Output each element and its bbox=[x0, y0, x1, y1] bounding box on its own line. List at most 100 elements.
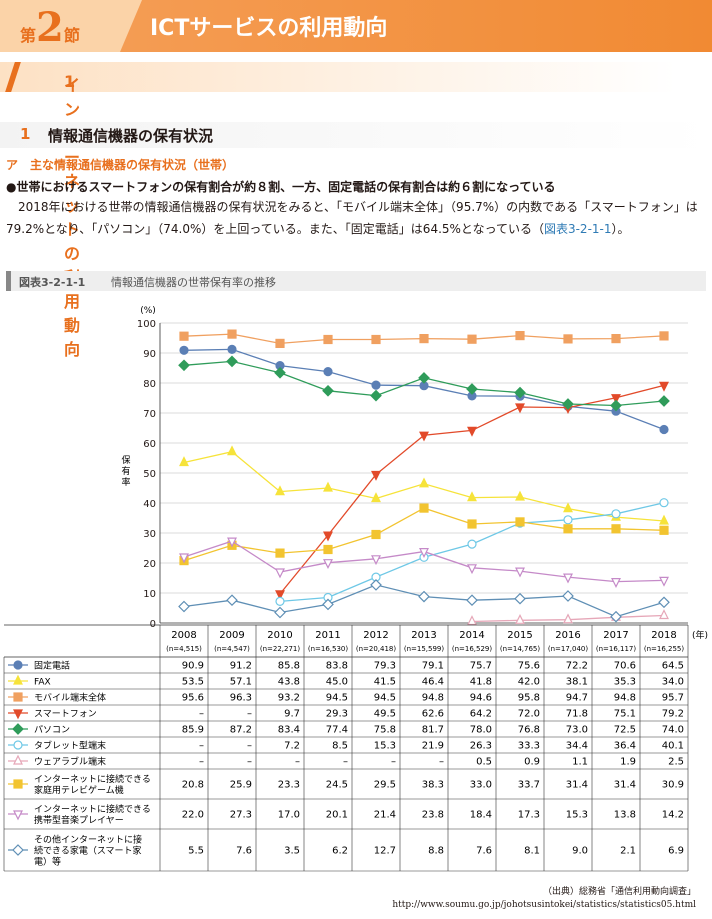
sample-size-label: (n=4,515) bbox=[166, 645, 202, 653]
data-point bbox=[466, 594, 478, 607]
data-label: 29.5 bbox=[374, 780, 396, 791]
data-point bbox=[610, 399, 622, 412]
data-point bbox=[227, 445, 237, 456]
data-label: 85.8 bbox=[278, 661, 300, 672]
heading-title: 情報通信機器の保有状況 bbox=[48, 127, 214, 145]
body-paragraph: 2018年における世帯の情報通信機器の保有状況をみると、「モバイル端末全体」（9… bbox=[6, 200, 698, 236]
data-point bbox=[515, 567, 525, 578]
data-point bbox=[563, 334, 573, 344]
data-label: 94.7 bbox=[566, 693, 588, 704]
data-point bbox=[323, 481, 333, 492]
x-tick-label: 2014 bbox=[459, 630, 484, 641]
legend-label: 携帯型音楽プレイヤー bbox=[34, 814, 124, 826]
legend-marker bbox=[13, 754, 23, 765]
data-point bbox=[467, 539, 477, 549]
data-label: 74.0 bbox=[662, 725, 684, 736]
data-label: 64.5 bbox=[662, 661, 684, 672]
data-point bbox=[515, 330, 525, 341]
data-label: 94.8 bbox=[422, 693, 444, 704]
data-label: – bbox=[391, 757, 396, 768]
data-label: – bbox=[439, 757, 444, 768]
data-label: 33.3 bbox=[518, 741, 540, 752]
data-label: 75.6 bbox=[518, 661, 540, 672]
data-point bbox=[659, 525, 669, 535]
data-label: 46.4 bbox=[422, 677, 444, 688]
data-label: 31.4 bbox=[566, 780, 588, 791]
legend-label: その他インターネットに接 bbox=[34, 834, 142, 846]
data-point bbox=[275, 590, 285, 601]
data-point bbox=[370, 389, 382, 402]
data-point bbox=[419, 477, 429, 488]
data-label: 31.4 bbox=[614, 780, 636, 791]
data-label: 72.2 bbox=[566, 661, 588, 672]
data-point bbox=[467, 615, 477, 626]
data-point bbox=[562, 590, 574, 602]
data-label: 70.6 bbox=[614, 661, 636, 672]
sample-size-label: (n=16,255) bbox=[644, 645, 685, 653]
data-label: 12.7 bbox=[374, 846, 396, 857]
legend-label: 固定電話 bbox=[34, 660, 70, 672]
legend-marker bbox=[12, 844, 24, 856]
data-label: 93.2 bbox=[278, 693, 300, 704]
data-label: 34.4 bbox=[566, 741, 588, 752]
x-tick-label: 2008 bbox=[171, 630, 196, 641]
y-tick-label: 100 bbox=[137, 319, 156, 330]
section-header-band: 第2節 ICTサービスの利用動向 bbox=[0, 0, 712, 52]
sample-size-label: (n=4,547) bbox=[214, 645, 250, 653]
data-point bbox=[610, 610, 622, 623]
data-label: 78.0 bbox=[470, 725, 492, 736]
data-label: 79.3 bbox=[374, 661, 396, 672]
data-point bbox=[178, 600, 190, 613]
legend-label: 家庭用テレビゲーム機 bbox=[34, 784, 124, 796]
data-label: 95.7 bbox=[662, 693, 684, 704]
data-label: 6.2 bbox=[332, 846, 348, 857]
data-label: 77.4 bbox=[326, 725, 348, 736]
figure-caption: 情報通信機器の世帯保有率の推移 bbox=[111, 276, 276, 289]
data-label: 79.2 bbox=[662, 709, 684, 720]
x-tick-label: 2017 bbox=[603, 630, 628, 641]
data-point bbox=[658, 395, 670, 407]
data-point bbox=[179, 345, 189, 355]
legend-label: 続できる家電（スマート家 bbox=[34, 845, 142, 857]
data-label: 91.2 bbox=[230, 661, 252, 672]
data-label: 7.6 bbox=[236, 846, 252, 857]
data-label: 43.8 bbox=[278, 677, 300, 688]
figure-reference-link[interactable]: 図表3-2-1-1 bbox=[543, 222, 612, 236]
section-number: 第2節 bbox=[20, 4, 80, 51]
data-point bbox=[562, 398, 574, 410]
y-tick-label: 10 bbox=[143, 589, 156, 600]
figure-caption-bar: 図表3-2-1-1 情報通信機器の世帯保有率の推移 bbox=[6, 271, 706, 291]
x-tick-label: 2013 bbox=[411, 630, 436, 641]
source-url[interactable]: http://www.soumu.go.jp/johotsusintokei/s… bbox=[392, 900, 696, 910]
data-label: 94.5 bbox=[326, 693, 348, 704]
data-point bbox=[611, 509, 621, 519]
series-line-5 bbox=[279, 502, 665, 603]
data-point bbox=[515, 517, 525, 527]
data-label: – bbox=[247, 709, 252, 720]
legend-label: スマートフォン bbox=[34, 710, 97, 720]
data-label: 45.0 bbox=[326, 677, 348, 688]
data-label: 40.1 bbox=[662, 741, 684, 752]
data-label: 34.0 bbox=[662, 677, 684, 688]
legend-marker bbox=[13, 674, 23, 685]
data-point bbox=[563, 613, 573, 624]
data-label: 2.5 bbox=[668, 757, 684, 768]
x-unit-label: (年) bbox=[692, 629, 708, 641]
data-label: – bbox=[247, 741, 252, 752]
data-point bbox=[323, 544, 333, 555]
data-label: 36.4 bbox=[614, 741, 636, 752]
data-label: 22.0 bbox=[182, 810, 204, 821]
data-label: 94.5 bbox=[374, 693, 396, 704]
sample-size-label: (n=20,418) bbox=[356, 645, 397, 653]
legend-label: ウェアラブル端末 bbox=[34, 756, 106, 768]
data-label: – bbox=[343, 757, 348, 768]
data-point bbox=[563, 573, 573, 584]
data-point bbox=[371, 555, 381, 566]
data-point bbox=[178, 359, 190, 372]
data-label: 73.0 bbox=[566, 725, 588, 736]
x-tick-label: 2018 bbox=[651, 630, 676, 641]
data-point bbox=[659, 609, 669, 620]
data-label: 8.5 bbox=[332, 741, 348, 752]
data-label: 2.1 bbox=[620, 846, 636, 857]
data-label: 53.5 bbox=[182, 677, 204, 688]
